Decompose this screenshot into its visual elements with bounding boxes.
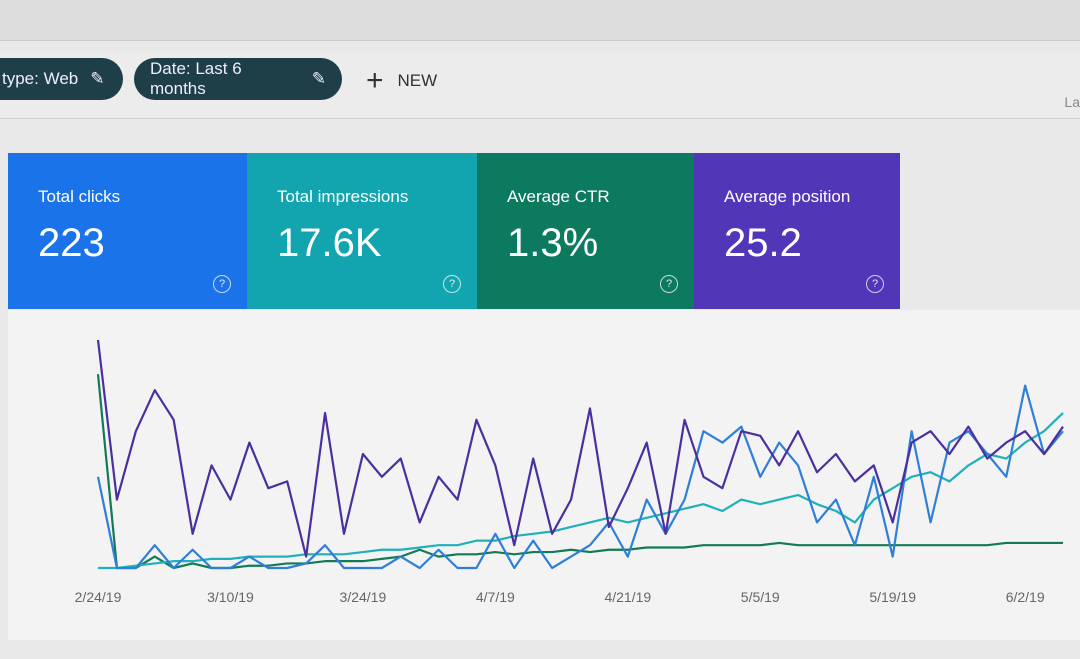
series-line-0: [96, 339, 1064, 558]
search-type-filter-chip[interactable]: type: Web ✎: [0, 58, 123, 100]
new-label: NEW: [397, 71, 438, 90]
line-chart: 2/24/19 3/10/19 3/24/19 4/7/19 4/21/19 5/5/19…: [75, 339, 1064, 605]
help-icon[interactable]: ?: [866, 275, 884, 293]
card-label: Average position: [724, 187, 851, 206]
x-tick-label: 5/5/19: [741, 589, 780, 605]
x-tick-label: 6/2/19: [1006, 589, 1045, 605]
series-line-3: [96, 374, 1063, 570]
card-value: 223: [38, 221, 105, 265]
x-tick-label: 5/19/19: [869, 589, 916, 605]
card-average-position[interactable]: Average position 25.2 ?: [694, 153, 900, 309]
help-icon[interactable]: ?: [213, 275, 231, 293]
card-label: Total clicks: [38, 187, 121, 206]
card-total-impressions[interactable]: Total impressions 17.6K ?: [247, 153, 477, 309]
card-label: Average CTR: [507, 187, 610, 206]
card-value: 17.6K: [277, 221, 382, 265]
metric-cards: Total clicks 223 ? Total impressions 17.…: [8, 153, 900, 309]
truncated-text: La: [1064, 94, 1080, 110]
performance-chart: 2/24/19 3/10/19 3/24/19 4/7/19 4/21/19 5/5/19…: [8, 310, 1080, 640]
x-tick-label: 3/24/19: [340, 589, 387, 605]
x-tick-label: 4/7/19: [476, 589, 515, 605]
card-value: 25.2: [724, 221, 802, 265]
card-total-clicks[interactable]: Total clicks 223 ?: [8, 153, 247, 309]
series-line-1: [96, 384, 1064, 570]
card-value: 1.3%: [507, 221, 599, 265]
top-bar: [0, 0, 1080, 41]
chip-label: type: Web: [2, 69, 79, 88]
x-tick-label: 3/10/19: [207, 589, 254, 605]
help-icon[interactable]: ?: [443, 275, 461, 293]
new-filter-button[interactable]: + NEW: [366, 66, 437, 96]
pencil-icon[interactable]: ✎: [90, 69, 105, 88]
chip-label: Date: Last 6 months: [150, 59, 242, 98]
help-icon[interactable]: ?: [660, 275, 678, 293]
pencil-icon[interactable]: ✎: [311, 69, 326, 88]
card-average-ctr[interactable]: Average CTR 1.3% ?: [477, 153, 694, 309]
plus-icon: +: [366, 64, 384, 97]
x-tick-label: 4/21/19: [604, 589, 651, 605]
filter-bar: type: Web ✎ Date: Last 6 months ✎ + NEW …: [0, 52, 1080, 119]
date-filter-chip[interactable]: Date: Last 6 months ✎: [134, 58, 342, 100]
card-label: Total impressions: [277, 187, 409, 206]
x-tick-label: 2/24/19: [75, 589, 122, 605]
